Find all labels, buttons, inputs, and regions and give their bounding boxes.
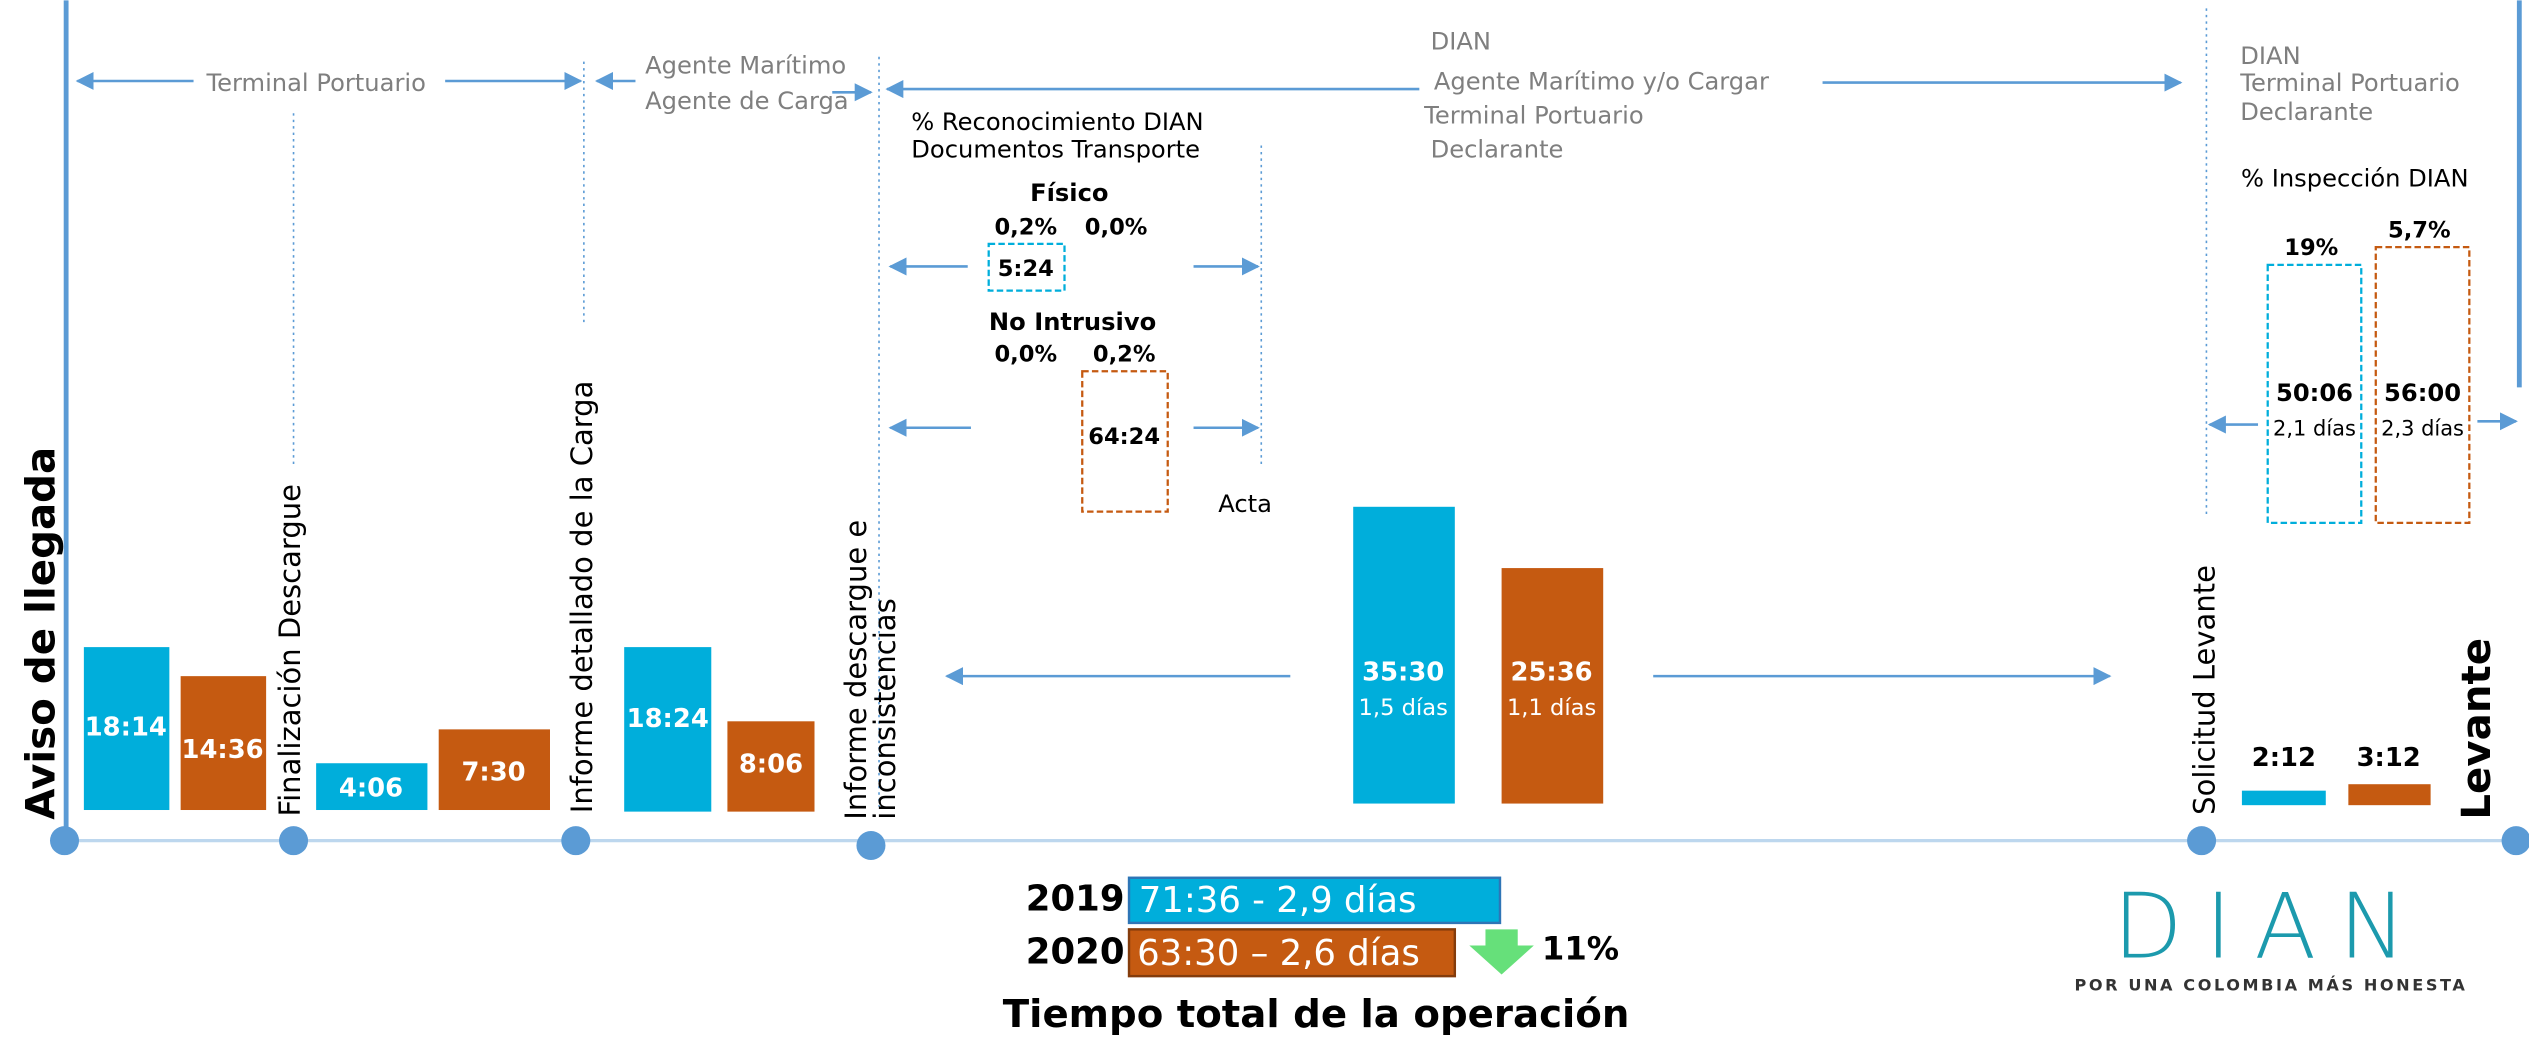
year: 2020 (1026, 932, 1125, 973)
reduction: 11% (1542, 929, 1619, 967)
stage-label: Aviso de llegada (18, 447, 65, 820)
bar (316, 763, 428, 811)
percent: 19% (2284, 235, 2338, 261)
actor: Agente Marítimo (645, 51, 846, 79)
stage-label: Informe descargue e (839, 520, 873, 820)
time-box (2266, 263, 2363, 525)
stage-label: Informe detallado de la Carga (565, 381, 599, 814)
bar-label: 4:06 (339, 774, 403, 804)
percent: 0,0% (1085, 214, 1148, 240)
time-box (2374, 245, 2471, 525)
acta: Acta (1218, 490, 1272, 518)
bars (83, 506, 2431, 812)
recognition-title: % Reconocimiento DIAN (911, 108, 1203, 136)
days: 2,1 días (2273, 416, 2356, 440)
total: 63:30 – 2,6 días (1137, 933, 1420, 974)
bar-label: 8:06 (739, 749, 803, 779)
milestones (49, 826, 2529, 861)
total-box (1127, 876, 1502, 925)
percent: 5,7% (2388, 217, 2451, 243)
actor: Terminal Portuario (2239, 69, 2459, 97)
time: 64:24 (1088, 424, 1160, 450)
bar (1501, 568, 1604, 804)
bar-label: 18:24 (627, 704, 709, 734)
recognition-label: No Intrusivo (989, 308, 1156, 336)
bar-sublabel: 1,1 días (1507, 695, 1596, 721)
actor: Terminal Portuario (1423, 101, 1643, 129)
actor: Agente de Carga (645, 87, 848, 115)
bar-label: 25:36 (1511, 657, 1593, 687)
time: 5:24 (998, 256, 1054, 282)
milestone (856, 830, 886, 861)
actor: Declarante (1431, 135, 1564, 163)
milestone (49, 826, 80, 856)
milestone (2187, 826, 2217, 856)
bar-label: 3:12 (2357, 743, 2421, 773)
down-arrow (1469, 929, 1534, 975)
bar (2348, 784, 2431, 806)
bar-label: 14:36 (182, 735, 264, 765)
bar (180, 676, 267, 811)
bar (727, 721, 815, 812)
time: 50:06 (2276, 379, 2353, 407)
bar (624, 647, 712, 812)
milestone (279, 826, 309, 856)
actor: DIAN (1431, 27, 1491, 55)
stage-label: inconsistencias (868, 598, 902, 819)
inspection-title: % Inspección DIAN (2241, 164, 2469, 192)
milestone (561, 826, 591, 856)
time: 56:00 (2384, 379, 2461, 407)
actor: DIAN (2240, 42, 2300, 70)
bar-sublabel: 1,5 días (1359, 695, 1448, 721)
logo-tagline: POR UNA COLOMBIA MÁS HONESTA (2075, 975, 2468, 994)
milestone (2501, 826, 2529, 856)
time-box (1081, 370, 1169, 513)
recognition-title: Documentos Transporte (911, 135, 1200, 163)
bar-label: 2:12 (2252, 743, 2316, 773)
year: 2019 (1026, 878, 1125, 919)
percent: 0,2% (1093, 342, 1156, 368)
stage-label: Finalización Descargue (273, 484, 307, 816)
stage-label: Levante (2453, 638, 2500, 820)
bar (83, 647, 170, 811)
bar-label: 35:30 (1362, 657, 1444, 687)
actor: Agente Marítimo y/o Cargar (1434, 68, 1769, 96)
bar (438, 729, 550, 811)
actor: Terminal Portuario (205, 69, 425, 97)
percent: 0,0% (994, 342, 1057, 368)
bar-label: 7:30 (461, 757, 525, 787)
bar-label: 18:14 (85, 712, 167, 742)
caption: Tiempo total de la operación (1003, 992, 1630, 1037)
time-box (987, 242, 1066, 292)
days: 2,3 días (2381, 416, 2464, 440)
logo-name: DIAN (2113, 875, 2429, 980)
bar (2241, 790, 2326, 806)
percent: 0,2% (994, 214, 1057, 240)
recognition-label: Físico (1030, 179, 1108, 207)
stage-label: Solicitud Levante (2187, 565, 2221, 815)
bar (1353, 506, 1455, 804)
total: 71:36 - 2,9 días (1139, 880, 1417, 921)
total-box (1127, 928, 1457, 978)
actor: Declarante (2240, 98, 2373, 126)
